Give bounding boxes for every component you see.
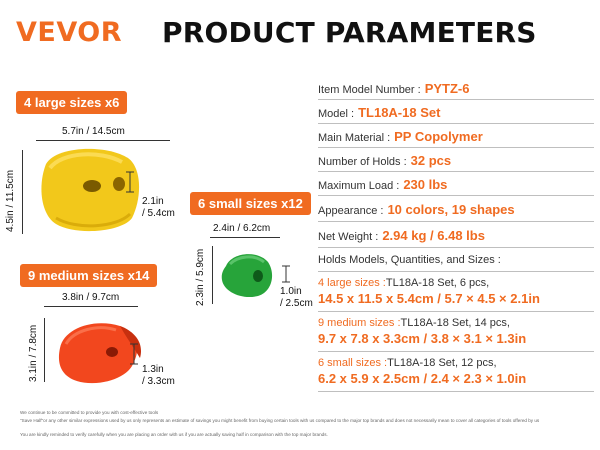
spec-table: Item Model Number : PYTZ-6 Model : TL18A-1…	[318, 76, 594, 396]
spec-sub-note: TL18A-18 Set, 14 pcs,	[400, 317, 510, 329]
medium-depth-bracket	[130, 343, 138, 365]
spec-value: 2.94 kg / 6.48 lbs	[382, 228, 485, 243]
small-width-line	[210, 237, 280, 238]
large-depth-label-1: 2.1in	[142, 196, 164, 207]
spec-row-medium: 9 medium sizes :TL18A-18 Set, 14 pcs, 9.…	[318, 312, 594, 352]
spec-label: Appearance :	[318, 205, 384, 217]
tag-small-sizes: 6 small sizes x12	[190, 192, 311, 215]
small-height-line	[212, 246, 213, 304]
spec-value: TL18A-18 Set	[358, 105, 441, 120]
small-height-label: 2.3in / 5.9cm	[195, 248, 206, 306]
vevor-logo: VEVOR	[16, 17, 123, 48]
spec-row-item-model: Item Model Number : PYTZ-6	[318, 76, 594, 100]
spec-row-appearance: Appearance :10 colors, 19 shapes	[318, 196, 594, 222]
medium-hold-image	[58, 323, 142, 384]
medium-height-label: 3.1in / 7.8cm	[28, 324, 39, 382]
small-depth-label-1: 1.0in	[280, 286, 302, 297]
spec-row-small: 6 small sizes :TL18A-18 Set, 12 pcs, 6.2…	[318, 352, 594, 392]
spec-label: Item Model Number :	[318, 84, 421, 96]
large-width-label: 5.7in / 14.5cm	[62, 126, 125, 137]
tag-medium-sizes: 9 medium sizes x14	[20, 264, 158, 287]
large-height-label: 4.5in / 11.5cm	[5, 169, 16, 232]
spec-label: Model :	[318, 108, 355, 120]
medium-depth-label-2: / 3.3cm	[142, 376, 175, 387]
spec-row-holds: Number of Holds :32 pcs	[318, 148, 594, 172]
spec-sub-size: 6.2 x 5.9 x 2.5cm / 2.4 × 2.3 × 1.0in	[318, 371, 527, 386]
large-height-line	[22, 150, 23, 234]
spec-label: Holds Models, Quantities, and Sizes :	[318, 254, 501, 266]
spec-value: 10 colors, 19 shapes	[387, 202, 515, 217]
large-depth-bracket	[126, 171, 134, 193]
spec-sub-size: 9.7 x 7.8 x 3.3cm / 3.8 × 3.1 × 1.3in	[318, 331, 527, 346]
spec-row-load: Maximum Load :230 lbs	[318, 172, 594, 196]
large-hold-image	[41, 148, 140, 232]
footer-line-1: We continue to be committed to provide y…	[20, 410, 159, 415]
spec-label: Main Material :	[318, 132, 391, 144]
spec-value: PP Copolymer	[394, 129, 483, 144]
footer-line-2: "Save Half"or any other similar expressi…	[20, 418, 540, 423]
spec-sub-label: 9 medium sizes :	[318, 317, 401, 329]
spec-label: Net Weight :	[318, 231, 379, 243]
spec-row-holds-models: Holds Models, Quantities, and Sizes :	[318, 248, 594, 272]
page-title: PRODUCT PARAMETERS	[162, 16, 537, 49]
spec-value: 32 pcs	[410, 153, 452, 168]
small-width-label: 2.4in / 6.2cm	[213, 223, 271, 234]
spec-sub-label: 4 large sizes :	[318, 277, 386, 289]
small-hold-image	[221, 254, 273, 298]
spec-row-material: Main Material : PP Copolymer	[318, 124, 594, 148]
spec-row-model: Model : TL18A-18 Set	[318, 100, 594, 124]
spec-value: PYTZ-6	[424, 81, 470, 96]
spec-label: Maximum Load :	[318, 180, 400, 192]
spec-sub-label: 6 small sizes :	[318, 357, 388, 369]
large-depth-label-2: / 5.4cm	[142, 208, 175, 219]
spec-sub-note: TL18A-18 Set, 6 pcs,	[385, 277, 490, 289]
spec-sub-size: 14.5 x 11.5 x 5.4cm / 5.7 × 4.5 × 2.1in	[318, 291, 540, 306]
tag-large-sizes: 4 large sizes x6	[16, 91, 128, 114]
medium-width-label: 3.8in / 9.7cm	[62, 292, 120, 303]
small-depth-label-2: / 2.5cm	[280, 298, 313, 309]
large-width-line	[36, 140, 170, 141]
footer-line-3: You are kindly reminded to verify carefu…	[20, 432, 328, 437]
spec-value: 230 lbs	[403, 177, 448, 192]
spec-row-weight: Net Weight :2.94 kg / 6.48 lbs	[318, 222, 594, 248]
medium-width-line	[44, 306, 138, 307]
spec-label: Number of Holds :	[318, 156, 407, 168]
medium-height-line	[44, 318, 45, 382]
spec-sub-note: TL18A-18 Set, 12 pcs,	[387, 357, 497, 369]
spec-row-large: 4 large sizes :TL18A-18 Set, 6 pcs, 14.5…	[318, 272, 594, 312]
small-depth-bracket	[282, 265, 290, 283]
medium-depth-label-1: 1.3in	[142, 364, 164, 375]
